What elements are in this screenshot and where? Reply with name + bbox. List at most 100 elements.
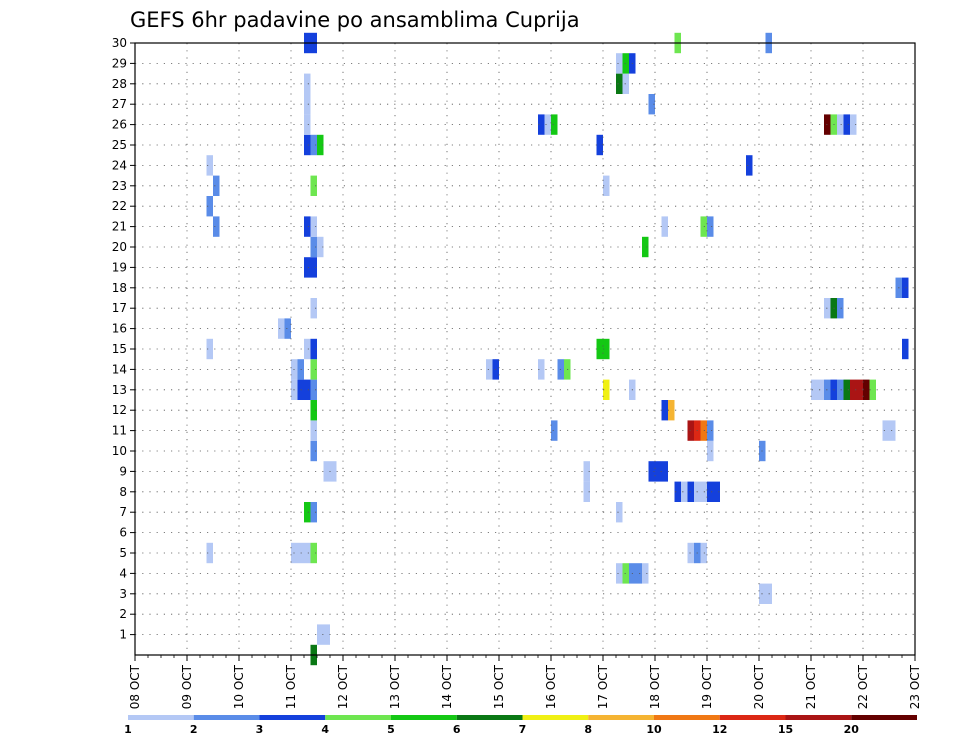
y-tick-label: 12 [112,403,127,417]
y-tick-label: 29 [112,56,127,70]
cell-member-8-t35 [583,481,590,502]
cell-member-13-t54.5 [837,379,844,400]
cell-member-16-t11.5 [278,318,285,339]
cell-member-26-t13.5 [304,114,311,135]
colorbar-swatch [325,715,391,720]
cell-member-8-t42 [674,481,681,502]
cell-member-17-t14 [310,298,317,319]
y-tick-label: 2 [119,607,127,621]
y-tick-label: 11 [112,424,127,438]
x-tick-label: 13 OCT [388,664,402,709]
y-tick-label: 15 [112,342,127,356]
cell-member-14-t14 [310,359,317,380]
x-tick-label: 22 OCT [856,664,870,709]
x-tick-label: 23 OCT [908,664,922,709]
x-tick-label: 12 OCT [336,664,350,709]
y-tick-label: 24 [112,158,127,172]
cell-member-19-t13.5 [304,257,311,278]
x-tick-label: 19 OCT [700,664,714,709]
cell-member-25-t14 [310,134,317,156]
colorbar-swatch [193,715,260,720]
cell-member-11-t43 [687,420,694,441]
x-tick-label: 18 OCT [648,664,662,709]
cell-member-11-t44.5 [707,420,714,441]
colorbar-swatch [785,715,852,720]
colorbar-label: 20 [844,723,860,736]
cell-member-17-t54.5 [837,298,844,319]
cell-member-20-t14.5 [317,236,324,258]
cell-member-21-t14 [310,216,317,237]
cell-member-8-t43 [687,481,694,502]
cell-member-21-t44 [700,216,707,237]
cell-member-25-t13.5 [304,134,311,156]
x-tick-label: 21 OCT [804,664,818,709]
y-tick-label: 6 [119,526,127,540]
colorbar-label: 12 [712,723,727,736]
y-tick-label: 10 [112,444,127,458]
x-tick-label: 17 OCT [596,664,610,709]
cell-member-7-t13.5 [304,502,311,523]
cell-member-13-t56.5 [863,379,870,400]
y-tick-label: 25 [112,138,127,152]
y-axis: 1234567891011121314151617181920212223242… [112,36,135,642]
y-tick-label: 23 [112,179,127,193]
x-tick-label: 11 OCT [284,664,298,709]
cell-member-26-t31.5 [538,114,545,135]
cell-member-29-t37.5 [616,53,623,74]
colorbar-label: 7 [519,723,527,736]
cell-member-8-t45 [713,481,720,502]
cell-member-8-t42.5 [681,481,688,502]
colorbar: 1 2 3 4 5 6 7 8 10 12 15 20 [124,715,917,736]
cell-member-23-t14 [310,175,317,196]
cell-member-26-t54.5 [837,114,844,135]
cell-member-1-t14.5 [317,624,324,645]
cell-member-15-t6 [206,338,213,360]
cell-member-28-t37.5 [616,73,623,94]
cell-member-22-t6 [206,196,213,217]
y-tick-label: 3 [119,587,127,601]
cell-member-9-t15 [323,461,330,482]
cell-member-27-t13.5 [304,94,311,115]
cell-member-8-t44 [700,481,707,502]
cell-member-11-t44 [700,420,707,441]
colorbar-swatch [259,715,326,720]
cell-member-10-t44.5 [707,440,714,462]
colorbar-label: 3 [256,723,264,736]
cell-member-21-t13.5 [304,216,311,237]
cell-member-25-t14.5 [317,134,324,156]
cell-member-26-t32.5 [551,114,558,135]
cell-member-13-t57 [869,379,876,400]
colorbar-swatch [719,715,786,720]
colorbar-label: 6 [453,723,461,736]
cell-member-23-t6.5 [213,175,220,196]
x-axis: 08 OCT 09 OCT 10 OCT 11 OCT 12 OCT 13 OCT 14 O… [128,655,922,709]
cell-member-12-t41 [661,400,668,421]
cell-member-13-t52.5 [811,379,818,400]
y-tick-label: 16 [112,322,127,336]
cell-member-11-t32.5 [551,420,558,441]
cell-member-1-t15 [323,624,330,645]
cell-member-7-t37.5 [616,502,623,523]
cell-member-28-t13.5 [304,73,311,94]
colorbar-swatch [456,715,523,720]
cell-member-5-t43 [687,542,694,564]
y-tick-label: 18 [112,281,127,295]
colorbar-label: 8 [584,723,592,736]
cell-member-23-t36.5 [603,175,610,196]
cell-member-13-t53 [817,379,824,400]
cell-member-5-t44 [700,542,707,564]
cell-member-26-t55 [843,114,850,135]
grid-lines [135,43,915,655]
x-tick-label: 14 OCT [440,664,454,709]
cell-member-14-t31.5 [538,359,545,380]
colorbar-swatch [654,715,720,720]
cell-member-19-t14 [310,257,317,278]
cell-member-5-t6 [206,542,213,564]
cell-member-9-t15.5 [330,461,337,482]
cell-member-9-t40.5 [655,461,662,482]
x-tick-label: 20 OCT [752,664,766,709]
chart-title: GEFS 6hr padavine po ansamblima Cuprija [130,8,580,32]
x-tick-label: 10 OCT [232,664,246,709]
cell-member-12-t14 [310,400,317,421]
cell-member-9-t35 [583,461,590,482]
